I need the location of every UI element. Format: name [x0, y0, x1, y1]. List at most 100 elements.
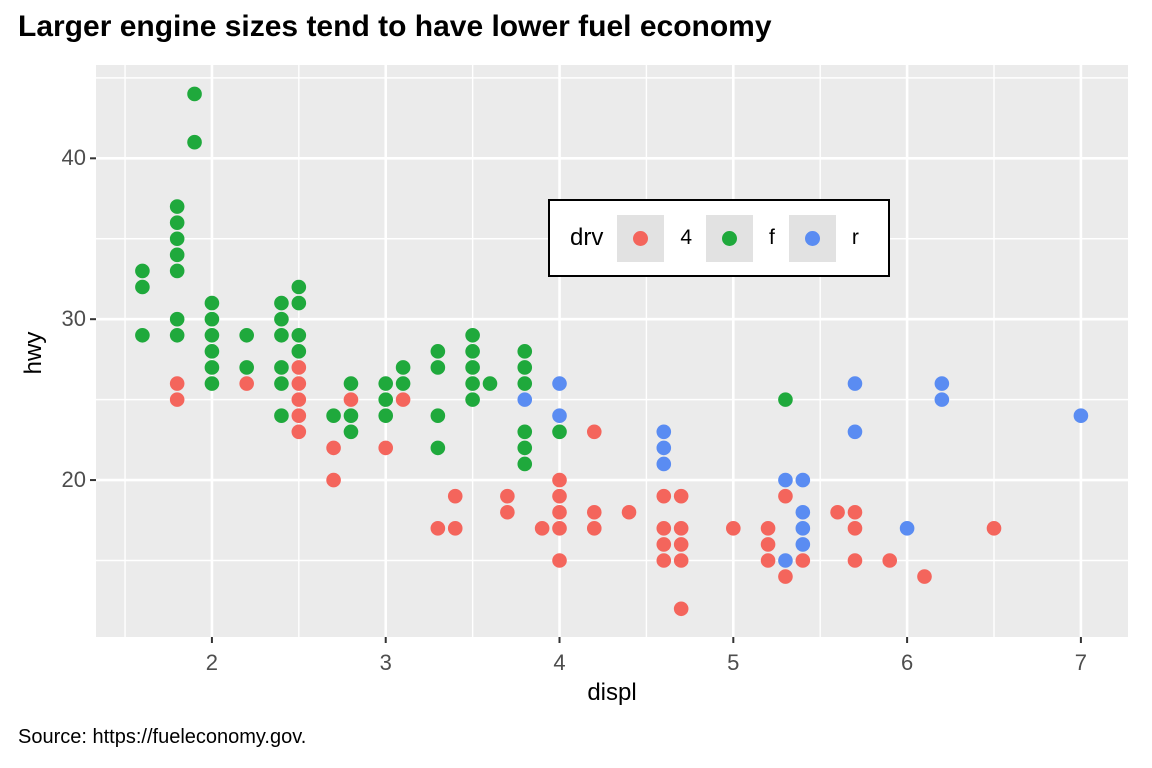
data-point: [517, 456, 533, 472]
data-point: [291, 295, 307, 311]
data-point: [795, 553, 811, 568]
data-point: [621, 504, 637, 520]
data-point: [326, 440, 341, 456]
data-point: [326, 472, 341, 488]
data-point: [378, 440, 394, 456]
data-point: [760, 537, 776, 552]
data-point: [465, 392, 480, 407]
source-caption: Source: https://fueleconomy.gov.: [18, 726, 307, 748]
x-tick-label: 5: [727, 650, 740, 675]
data-point: [135, 327, 150, 343]
data-point: [552, 376, 567, 391]
data-point: [517, 376, 533, 391]
legend-box: drv 4 f r: [548, 199, 890, 277]
data-point: [552, 424, 567, 440]
data-point: [656, 521, 672, 536]
data-point: [169, 263, 185, 279]
legend-label-4: 4: [680, 226, 693, 249]
data-point: [395, 376, 411, 391]
data-point: [447, 521, 463, 536]
data-point: [169, 199, 185, 214]
data-point: [899, 521, 915, 536]
data-point: [726, 521, 741, 536]
data-point: [465, 376, 480, 391]
data-point: [552, 488, 567, 504]
data-point: [517, 440, 533, 456]
data-point: [343, 392, 359, 407]
data-point: [291, 344, 307, 359]
y-tick-label: 30: [61, 306, 86, 332]
data-point: [135, 263, 150, 279]
data-point: [552, 472, 567, 488]
data-point: [673, 521, 689, 536]
data-point: [656, 424, 672, 440]
legend-label-r: r: [851, 226, 859, 249]
y-tick-label: 40: [61, 145, 86, 171]
data-point: [430, 408, 446, 424]
data-point: [847, 424, 863, 440]
data-point: [656, 488, 672, 504]
data-point: [274, 408, 289, 424]
data-point: [934, 392, 950, 407]
data-point: [986, 521, 1002, 536]
data-point: [917, 569, 932, 584]
data-point: [274, 327, 289, 343]
data-point: [673, 601, 689, 617]
data-point: [656, 456, 672, 472]
data-point: [847, 521, 863, 536]
data-point: [673, 553, 689, 568]
data-point: [847, 504, 863, 520]
data-point: [169, 215, 185, 230]
data-point: [239, 376, 254, 391]
data-point: [656, 553, 672, 568]
data-point: [274, 360, 289, 375]
data-point: [847, 376, 863, 391]
data-point: [778, 488, 793, 504]
data-point: [169, 376, 185, 391]
data-point: [552, 553, 567, 568]
data-point: [291, 424, 307, 440]
data-point: [586, 521, 602, 536]
data-point: [795, 472, 811, 488]
data-point: [204, 327, 220, 343]
data-point: [795, 537, 811, 552]
data-point: [291, 360, 307, 375]
data-point: [795, 521, 811, 536]
data-point: [465, 344, 480, 359]
data-point: [1073, 408, 1089, 424]
legend-title: drv: [570, 224, 604, 251]
data-point: [204, 376, 220, 391]
data-point: [135, 279, 150, 295]
data-point: [534, 521, 550, 536]
data-point: [656, 537, 672, 552]
x-axis-title: displ: [587, 679, 637, 706]
data-point: [882, 553, 898, 568]
data-point: [187, 86, 202, 102]
data-point: [204, 360, 220, 375]
legend-dot-red-icon: [633, 230, 649, 246]
data-point: [378, 392, 394, 407]
data-point: [552, 408, 567, 424]
data-point: [430, 360, 446, 375]
plot-panel: [96, 65, 1128, 637]
data-point: [169, 327, 185, 343]
legend-label-f: f: [769, 226, 775, 249]
data-point: [517, 424, 533, 440]
x-tick-label: 3: [379, 650, 392, 675]
data-point: [291, 392, 307, 407]
data-point: [204, 344, 220, 359]
y-axis-title: hwy: [20, 331, 47, 375]
legend-key-f: [706, 214, 754, 262]
data-point: [291, 327, 307, 343]
data-point: [291, 408, 307, 424]
data-point: [552, 521, 567, 536]
data-point: [934, 376, 950, 391]
data-point: [517, 360, 533, 375]
x-tick-label: 6: [900, 650, 914, 675]
data-point: [465, 360, 480, 375]
x-tick-label: 7: [1074, 650, 1088, 675]
data-point: [673, 537, 689, 552]
data-point: [395, 392, 411, 407]
